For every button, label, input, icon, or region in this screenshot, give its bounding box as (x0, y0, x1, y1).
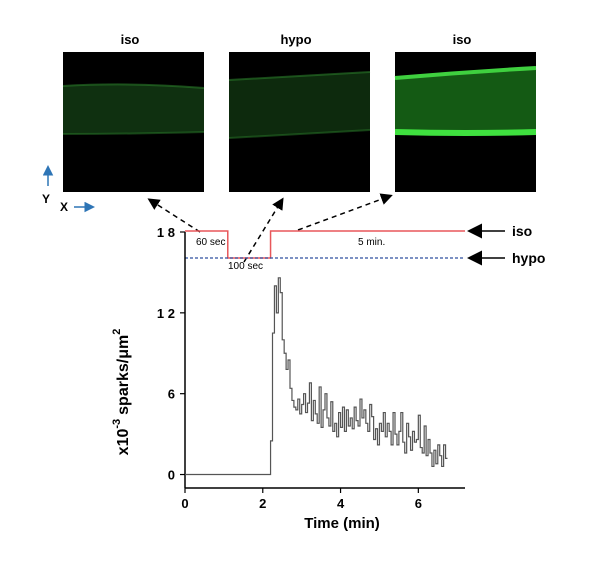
panel-title-hypo: hypo (280, 32, 311, 47)
legend-hypo-label: hypo (512, 250, 545, 266)
annotation-60-sec: 60 sec (196, 237, 225, 248)
x-axis-label: Time (min) (304, 515, 380, 532)
x-tick-label: 6 (415, 496, 422, 511)
callout-arrow-3 (297, 193, 393, 231)
annotation-5-min: 5 min. (358, 237, 385, 248)
iso-trace (185, 230, 465, 259)
axis-indicator-x-label: X (60, 200, 68, 214)
legend-iso-label: iso (512, 223, 532, 239)
chart-ticks: 0 2 4 6 0 6 1 2 1 8 (157, 225, 422, 511)
y-axis-label: x10-3 sparks/μm2 (111, 329, 132, 456)
annotation-100-sec: 100 sec (228, 261, 263, 272)
micrograph-panel-hypo (228, 52, 371, 192)
callout-arrows (147, 193, 393, 263)
axis-indicator-y-label: Y (42, 192, 50, 206)
panel-title-iso-1: iso (121, 32, 140, 47)
legend: iso hypo (467, 223, 545, 266)
micrograph-panel-iso-1 (62, 52, 205, 192)
micrograph-panel-iso-2 (394, 52, 537, 192)
x-tick-label: 4 (337, 496, 345, 511)
x-tick-label: 0 (181, 496, 188, 511)
y-tick-label: 0 (168, 468, 175, 483)
panel-title-iso-2: iso (453, 32, 472, 47)
y-axis-label-main: x10 (115, 429, 132, 456)
callout-arrow-1 (147, 198, 201, 233)
y-axis-label-unit-exp: 2 (111, 329, 123, 335)
axis-indicator: Y X (42, 165, 95, 214)
y-axis-label-unit: sparks/μm (115, 335, 132, 415)
protocol-trace (185, 230, 465, 259)
x-tick-label: 2 (259, 496, 266, 511)
chart-axes (184, 232, 465, 489)
series-line (185, 277, 448, 476)
chart: 0 2 4 6 0 6 1 2 1 8 (157, 225, 465, 511)
callout-arrow-2 (243, 197, 284, 263)
y-tick-label: 1 2 (157, 306, 175, 321)
y-axis-label-exp: -3 (111, 419, 123, 429)
svg-text:x10-3sparks/μm2: x10-3 sparks/μm2 (111, 329, 132, 456)
y-tick-label: 6 (168, 387, 175, 402)
y-tick-label: 1 8 (157, 225, 175, 240)
